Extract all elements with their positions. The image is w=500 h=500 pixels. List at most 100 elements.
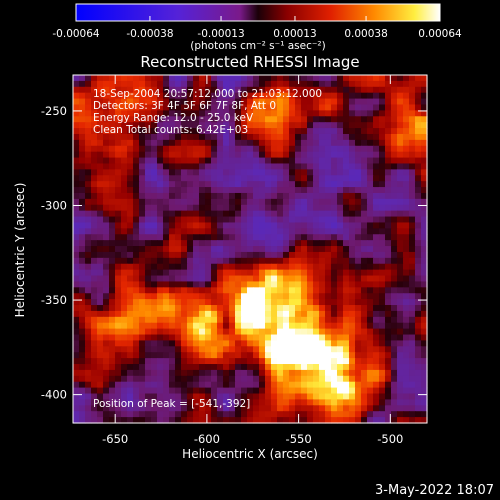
heatmap-cell: [181, 269, 188, 277]
heatmap-cell: [319, 240, 326, 247]
heatmap-cell: [85, 116, 92, 123]
heatmap-cell: [265, 145, 272, 153]
heatmap-cell: [199, 234, 206, 241]
heatmap-cell: [235, 175, 242, 182]
heatmap-cell: [139, 411, 146, 418]
heatmap-cell: [271, 181, 278, 188]
heatmap-cell: [139, 322, 146, 330]
heatmap-cell: [403, 98, 410, 106]
heatmap-cell: [397, 316, 404, 324]
heatmap-cell: [241, 86, 248, 94]
heatmap-cell: [187, 151, 194, 159]
heatmap-cell: [355, 104, 362, 111]
heatmap-cell: [403, 240, 410, 247]
heatmap-cell: [265, 75, 272, 82]
heatmap-cell: [343, 399, 350, 406]
heatmap-cell: [241, 104, 248, 111]
heatmap-cell: [133, 340, 140, 347]
heatmap-cell: [403, 86, 410, 94]
heatmap-cell: [289, 92, 296, 100]
heatmap-cell: [391, 192, 398, 200]
heatmap-cell: [157, 369, 164, 377]
heatmap-cell: [223, 375, 230, 383]
heatmap-cell: [181, 92, 188, 100]
heatmap-cell: [361, 122, 368, 129]
heatmap-cell: [169, 269, 176, 277]
heatmap-cell: [415, 116, 422, 123]
heatmap-cell: [127, 287, 134, 294]
heatmap-cell: [157, 381, 164, 389]
heatmap-cell: [145, 228, 152, 235]
heatmap-cell: [397, 98, 404, 106]
heatmap-cell: [175, 346, 182, 353]
heatmap-cell: [211, 151, 218, 159]
heatmap-cell: [313, 133, 320, 141]
heatmap-cell: [91, 346, 98, 353]
heatmap-cell: [343, 116, 350, 123]
heatmap-cell: [223, 287, 230, 294]
heatmap-cell: [133, 405, 140, 412]
heatmap-cell: [79, 334, 86, 342]
heatmap-cell: [115, 340, 122, 347]
heatmap-cell: [361, 316, 368, 324]
heatmap-cell: [313, 316, 320, 324]
heatmap-cell: [127, 80, 134, 88]
heatmap-cell: [223, 352, 230, 359]
heatmap-cell: [271, 375, 278, 383]
heatmap-cell: [367, 293, 374, 300]
heatmap-cell: [403, 122, 410, 129]
heatmap-cell: [133, 128, 140, 135]
heatmap-cell: [355, 257, 362, 265]
heatmap-cell: [157, 352, 164, 359]
heatmap-cell: [73, 340, 80, 347]
heatmap-cell: [361, 222, 368, 229]
heatmap-cell: [307, 393, 314, 401]
heatmap-cell: [169, 116, 176, 123]
heatmap-cell: [319, 139, 326, 147]
heatmap-cell: [151, 222, 158, 229]
heatmap-cell: [187, 175, 194, 182]
heatmap-cell: [259, 228, 266, 235]
heatmap-cell: [271, 198, 278, 206]
heatmap-cell: [199, 151, 206, 159]
heatmap-cell: [403, 192, 410, 200]
heatmap-cell: [103, 275, 110, 283]
heatmap-cell: [85, 299, 92, 306]
annotation-clean: Clean Total counts: 6.42E+03: [93, 124, 248, 136]
heatmap-cell: [331, 346, 338, 353]
heatmap-cell: [229, 352, 236, 359]
heatmap-cell: [181, 275, 188, 283]
heatmap-cell: [247, 375, 254, 383]
heatmap-cell: [373, 305, 380, 312]
heatmap-cell: [343, 411, 350, 418]
heatmap-cell: [277, 92, 284, 100]
heatmap-cell: [385, 116, 392, 123]
heatmap-cell: [367, 145, 374, 153]
heatmap-cell: [109, 145, 116, 153]
heatmap-cell: [361, 187, 368, 194]
colorbar-tick-label: 0.00013: [273, 28, 316, 40]
heatmap-cell: [235, 381, 242, 389]
heatmap-cell: [145, 122, 152, 129]
heatmap-cell: [319, 198, 326, 206]
heatmap-cell: [157, 316, 164, 324]
heatmap-cell: [157, 263, 164, 271]
heatmap-cell: [133, 104, 140, 111]
heatmap-cell: [241, 222, 248, 229]
heatmap-cell: [121, 375, 128, 383]
heatmap-cell: [181, 358, 188, 365]
heatmap-cell: [277, 198, 284, 206]
heatmap-cell: [403, 151, 410, 159]
heatmap-cell: [409, 387, 416, 395]
heatmap-cell: [397, 246, 404, 253]
heatmap-cell: [187, 210, 194, 218]
heatmap-cell: [91, 257, 98, 265]
heatmap-cell: [325, 305, 332, 312]
heatmap-cell: [73, 169, 80, 176]
heatmap-cell: [283, 240, 290, 247]
heatmap-cell: [97, 222, 104, 229]
heatmap-cell: [211, 122, 218, 129]
heatmap-cell: [337, 198, 344, 206]
heatmap-cell: [193, 181, 200, 188]
heatmap-cell: [73, 299, 80, 306]
